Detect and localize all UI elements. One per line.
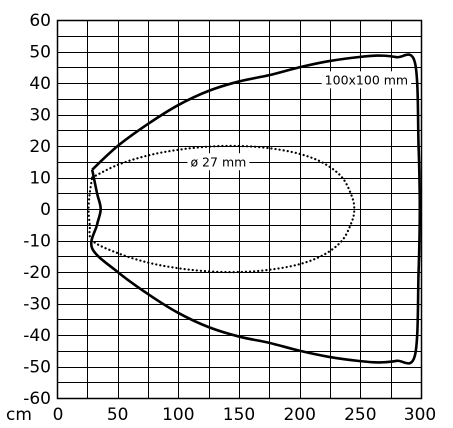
y-tick-label: -20 — [23, 263, 51, 283]
curve-label-text: 100x100 mm — [325, 72, 408, 87]
plot-frame — [56, 19, 423, 400]
y-tick-label: 0 — [40, 200, 51, 220]
x-axis-tick-labels: cm 0 50 100 150 200 250 300 — [6, 405, 436, 425]
y-tick-label: 30 — [29, 106, 51, 126]
y-tick-label: -10 — [23, 232, 51, 252]
x-tick-label: 100 — [162, 405, 194, 425]
curve-27mm — [87, 144, 356, 274]
curve-label-background — [321, 71, 412, 89]
y-tick-label: 20 — [29, 137, 51, 157]
y-tick-label: -30 — [23, 295, 51, 315]
y-tick-label: 60 — [29, 11, 51, 31]
x-tick-label: 300 — [404, 405, 436, 425]
y-tick-label: 50 — [29, 43, 51, 63]
x-tick-label: 50 — [107, 405, 129, 425]
x-tick-label: 200 — [283, 405, 315, 425]
curve-label: 100x100 mm — [321, 71, 412, 89]
x-tick-label: 150 — [223, 405, 255, 425]
curve-100x100mm — [89, 53, 422, 365]
curve-label-text: ø 27 mm — [190, 154, 246, 169]
curves — [87, 53, 422, 365]
x-axis-unit-label: cm — [6, 405, 32, 425]
y-tick-label: -40 — [23, 326, 51, 346]
y-tick-label: 40 — [29, 74, 51, 94]
x-tick-label: 0 — [53, 405, 64, 425]
curve-label-background — [187, 153, 250, 171]
x-tick-label: 250 — [344, 405, 376, 425]
y-tick-label: -60 — [23, 389, 51, 409]
curve-annotations: 100x100 mm ø 27 mm — [187, 71, 412, 171]
y-axis-tick-labels: 60 50 40 30 20 10 0 -10 -20 -30 -40 -50 -60 — [23, 11, 51, 409]
curve-label: ø 27 mm — [187, 153, 250, 171]
y-tick-label: 10 — [29, 169, 51, 189]
y-tick-label: -50 — [23, 358, 51, 378]
